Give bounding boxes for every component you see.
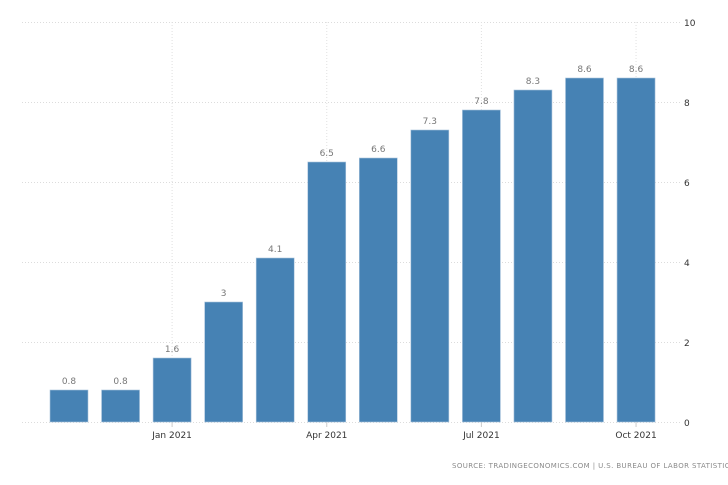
bar-dec-2020	[101, 389, 140, 423]
bar-jun-2021	[410, 129, 450, 423]
bar-jan-2021	[152, 357, 192, 423]
y-tick-label: 6	[684, 179, 690, 189]
x-tick-label: Jul 2021	[462, 431, 500, 441]
bar-value-label: 8.6	[577, 65, 592, 75]
bar-value-label: 6.5	[320, 149, 334, 159]
bar-value-label: 7.8	[474, 97, 489, 107]
bar-jul-2021	[462, 109, 501, 423]
bar-value-label: 0.8	[113, 377, 128, 387]
bar-apr-2021	[307, 161, 347, 423]
x-tick-label: Jan 2021	[151, 431, 192, 441]
bar-may-2021	[358, 157, 398, 423]
y-tick-label: 4	[684, 259, 690, 269]
y-tick-label: 10	[684, 19, 696, 29]
bar-value-label: 7.3	[423, 117, 437, 127]
bar-value-label: 8.6	[629, 65, 644, 75]
bar-value-label: 6.6	[371, 145, 386, 155]
bar-value-label: 4.1	[268, 245, 282, 255]
bar-value-label: 0.8	[62, 377, 77, 387]
y-tick-label: 8	[684, 99, 690, 109]
bar-value-label: 3	[221, 289, 227, 299]
bar-oct-2021	[616, 77, 656, 423]
bar-nov-2020	[49, 389, 89, 423]
bar-sep-2021	[565, 77, 604, 423]
bar-value-label: 8.3	[526, 77, 540, 87]
bar-aug-2021	[513, 89, 553, 423]
y-tick-label: 2	[684, 339, 690, 349]
source-note: SOURCE: TRADINGECONOMICS.COM | U.S. BURE…	[452, 462, 728, 470]
y-tick-label: 0	[684, 419, 690, 429]
bar-feb-2021	[204, 301, 243, 423]
bar-mar-2021	[255, 257, 295, 423]
x-tick-label: Oct 2021	[615, 431, 656, 441]
bar-value-label: 1.6	[165, 345, 180, 355]
x-tick-label: Apr 2021	[306, 431, 347, 441]
